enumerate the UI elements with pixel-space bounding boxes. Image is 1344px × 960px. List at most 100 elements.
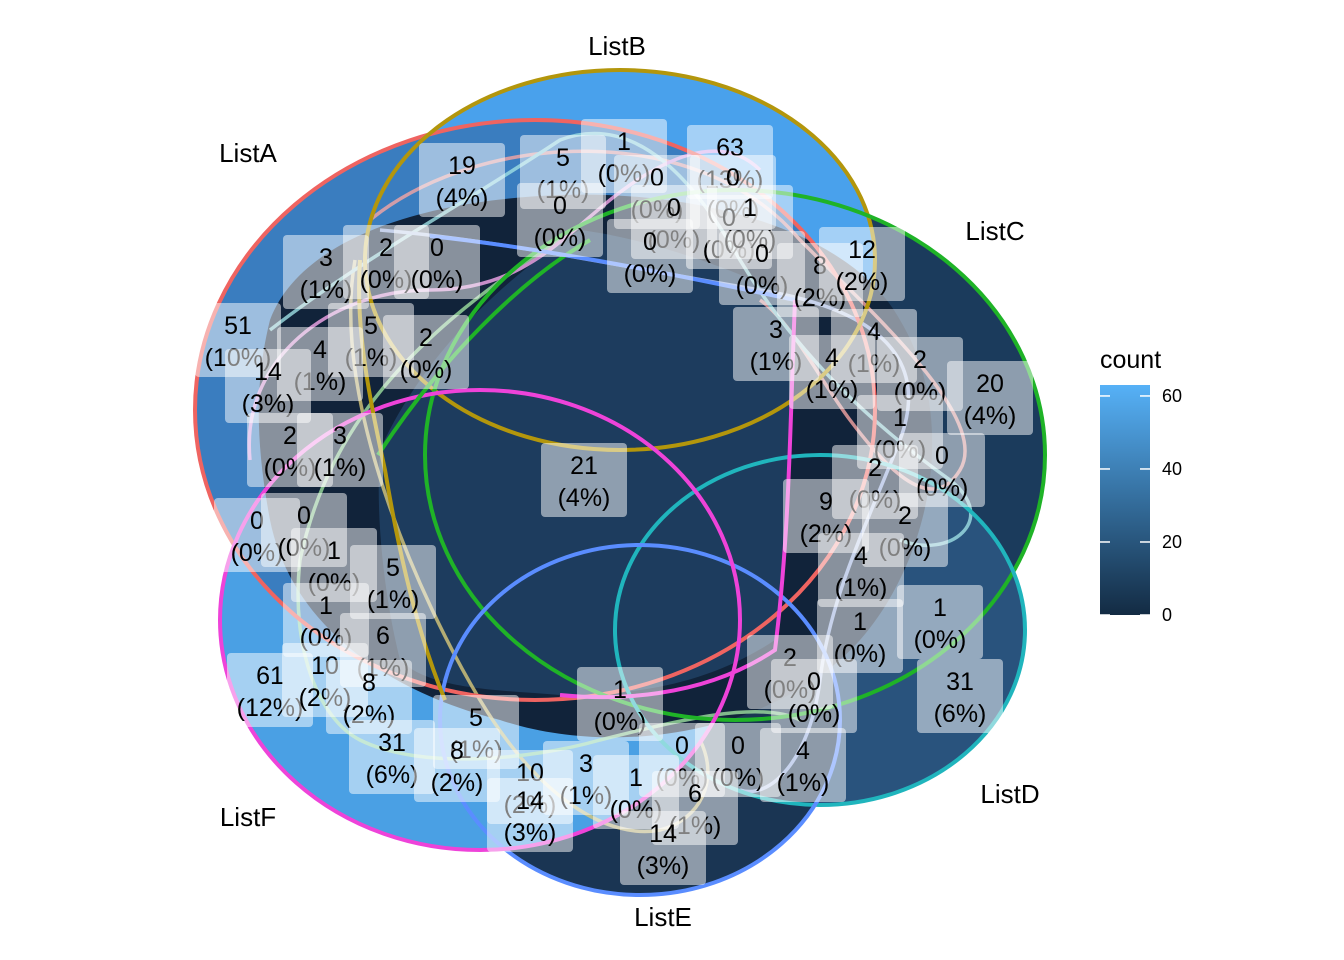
region-percent: (3%) — [504, 819, 557, 847]
outline-listd — [613, 453, 1027, 807]
region-count: 1 — [613, 676, 627, 704]
region-count: 3 — [579, 750, 593, 778]
region-label: 19 (4%) — [419, 143, 505, 217]
region-count: 0 — [807, 668, 821, 696]
region-percent: (1%) — [806, 376, 859, 404]
region-label-background — [947, 361, 1033, 435]
region-count: 5 — [364, 312, 378, 340]
region-label-background — [517, 183, 603, 257]
region-count: 1 — [629, 764, 643, 792]
region-label: 0(0%) — [394, 225, 480, 299]
region-count: 51 — [224, 312, 252, 340]
legend-tick-label: 0 — [1162, 605, 1172, 625]
region-label-background — [818, 533, 904, 607]
region-label-background — [414, 728, 500, 802]
region-count: 0 — [553, 192, 567, 220]
region-label: 2(0%) — [383, 315, 469, 389]
region-label: 1 (0%) — [897, 585, 983, 659]
legend-tick-label: 60 — [1162, 386, 1182, 406]
region-count: 1 — [893, 404, 907, 432]
region-label-background — [577, 667, 663, 741]
region-count: 8 — [362, 669, 376, 697]
region-percent: (1%) — [367, 586, 420, 614]
region-percent: (1%) — [314, 454, 367, 482]
region-count: 2 — [283, 422, 297, 450]
region-label: 8 (2%) — [414, 728, 500, 802]
set-labels: ListA ListB ListC ListD ListE ListF — [219, 31, 1040, 932]
region-label: 14(3%) — [225, 349, 311, 423]
region-label-background — [817, 599, 903, 673]
region-count: 3 — [333, 422, 347, 450]
legend-title: count — [1100, 346, 1161, 374]
region-label-background — [789, 335, 875, 409]
region-percent: (0%) — [914, 626, 967, 654]
legend-tick-label: 40 — [1162, 459, 1182, 479]
region-count: 0 — [250, 507, 264, 535]
region-count: 1 — [327, 537, 341, 565]
region-percent: (6%) — [366, 761, 419, 789]
region-label-background — [419, 143, 505, 217]
region-label: 3 (1%) — [297, 413, 383, 487]
region-count: 3 — [769, 316, 783, 344]
region-count: 14 — [516, 787, 544, 815]
region-label-background — [225, 349, 311, 423]
region-label: 4 (1%) — [789, 335, 875, 409]
region-label: 4 (1%) — [818, 533, 904, 607]
region-label: 20 (4%) — [947, 361, 1033, 435]
region-count: 1 — [743, 194, 757, 222]
region-labels: 21(4%)51(10%)63(13%)20(4%)31(6%)61(12%)1… — [195, 119, 1033, 885]
region-count: 19 — [448, 152, 476, 180]
region-percent: (0%) — [534, 224, 587, 252]
region-label: 5 (1%) — [350, 545, 436, 619]
set-label-liste: ListE — [634, 902, 692, 932]
region-count: 3 — [319, 244, 333, 272]
region-label-background — [326, 660, 412, 734]
region-label: 1 (0%) — [577, 667, 663, 741]
region-count: 5 — [386, 554, 400, 582]
region-label: 14 (3%) — [487, 778, 573, 852]
region-count: 5 — [556, 144, 570, 172]
region-count: 9 — [819, 488, 833, 516]
region-label: 0(0%) — [899, 433, 985, 507]
region-percent: (1%) — [777, 769, 830, 797]
region-percent: (6%) — [934, 700, 987, 728]
region-label-background — [819, 227, 905, 301]
region-count: 8 — [450, 737, 464, 765]
region-percent: (4%) — [436, 184, 489, 212]
region-count: 4 — [313, 336, 327, 364]
outline-listf — [218, 388, 742, 852]
region-percent: (0%) — [400, 356, 453, 384]
region-count: 4 — [796, 737, 810, 765]
region-count: 2 — [868, 454, 882, 482]
region-label-background — [487, 778, 573, 852]
region-label-background — [297, 413, 383, 487]
region-label: 2(0%) — [877, 337, 963, 411]
region-label-background — [620, 811, 706, 885]
region-count: 12 — [848, 236, 876, 264]
region-count: 4 — [854, 542, 868, 570]
region-label: 0(0%) — [607, 219, 693, 293]
region-count: 31 — [378, 729, 406, 757]
region-count: 5 — [469, 704, 483, 732]
region-percent: (3%) — [637, 852, 690, 880]
region-count: 1 — [617, 128, 631, 156]
region-count: 6 — [376, 622, 390, 650]
region-label: 0 (0%) — [517, 183, 603, 257]
region-label-background — [877, 337, 963, 411]
region-count: 4 — [825, 344, 839, 372]
region-label-background — [541, 443, 627, 517]
region-count: 0 — [675, 732, 689, 760]
region-label: 12 (2%) — [819, 227, 905, 301]
region-percent: (1%) — [835, 574, 888, 602]
set-label-listf: ListF — [220, 802, 276, 832]
region-percent: (0%) — [594, 708, 647, 736]
region-label: 31 (6%) — [349, 720, 435, 794]
legend-ticks: 60 40 20 0 — [1100, 386, 1182, 625]
region-percent: (2%) — [431, 769, 484, 797]
region-label-background — [899, 433, 985, 507]
region-count: 14 — [649, 820, 677, 848]
region-count: 1 — [319, 592, 333, 620]
region-count: 20 — [976, 370, 1004, 398]
region-count: 21 — [570, 452, 598, 480]
set-label-lista: ListA — [219, 138, 277, 168]
